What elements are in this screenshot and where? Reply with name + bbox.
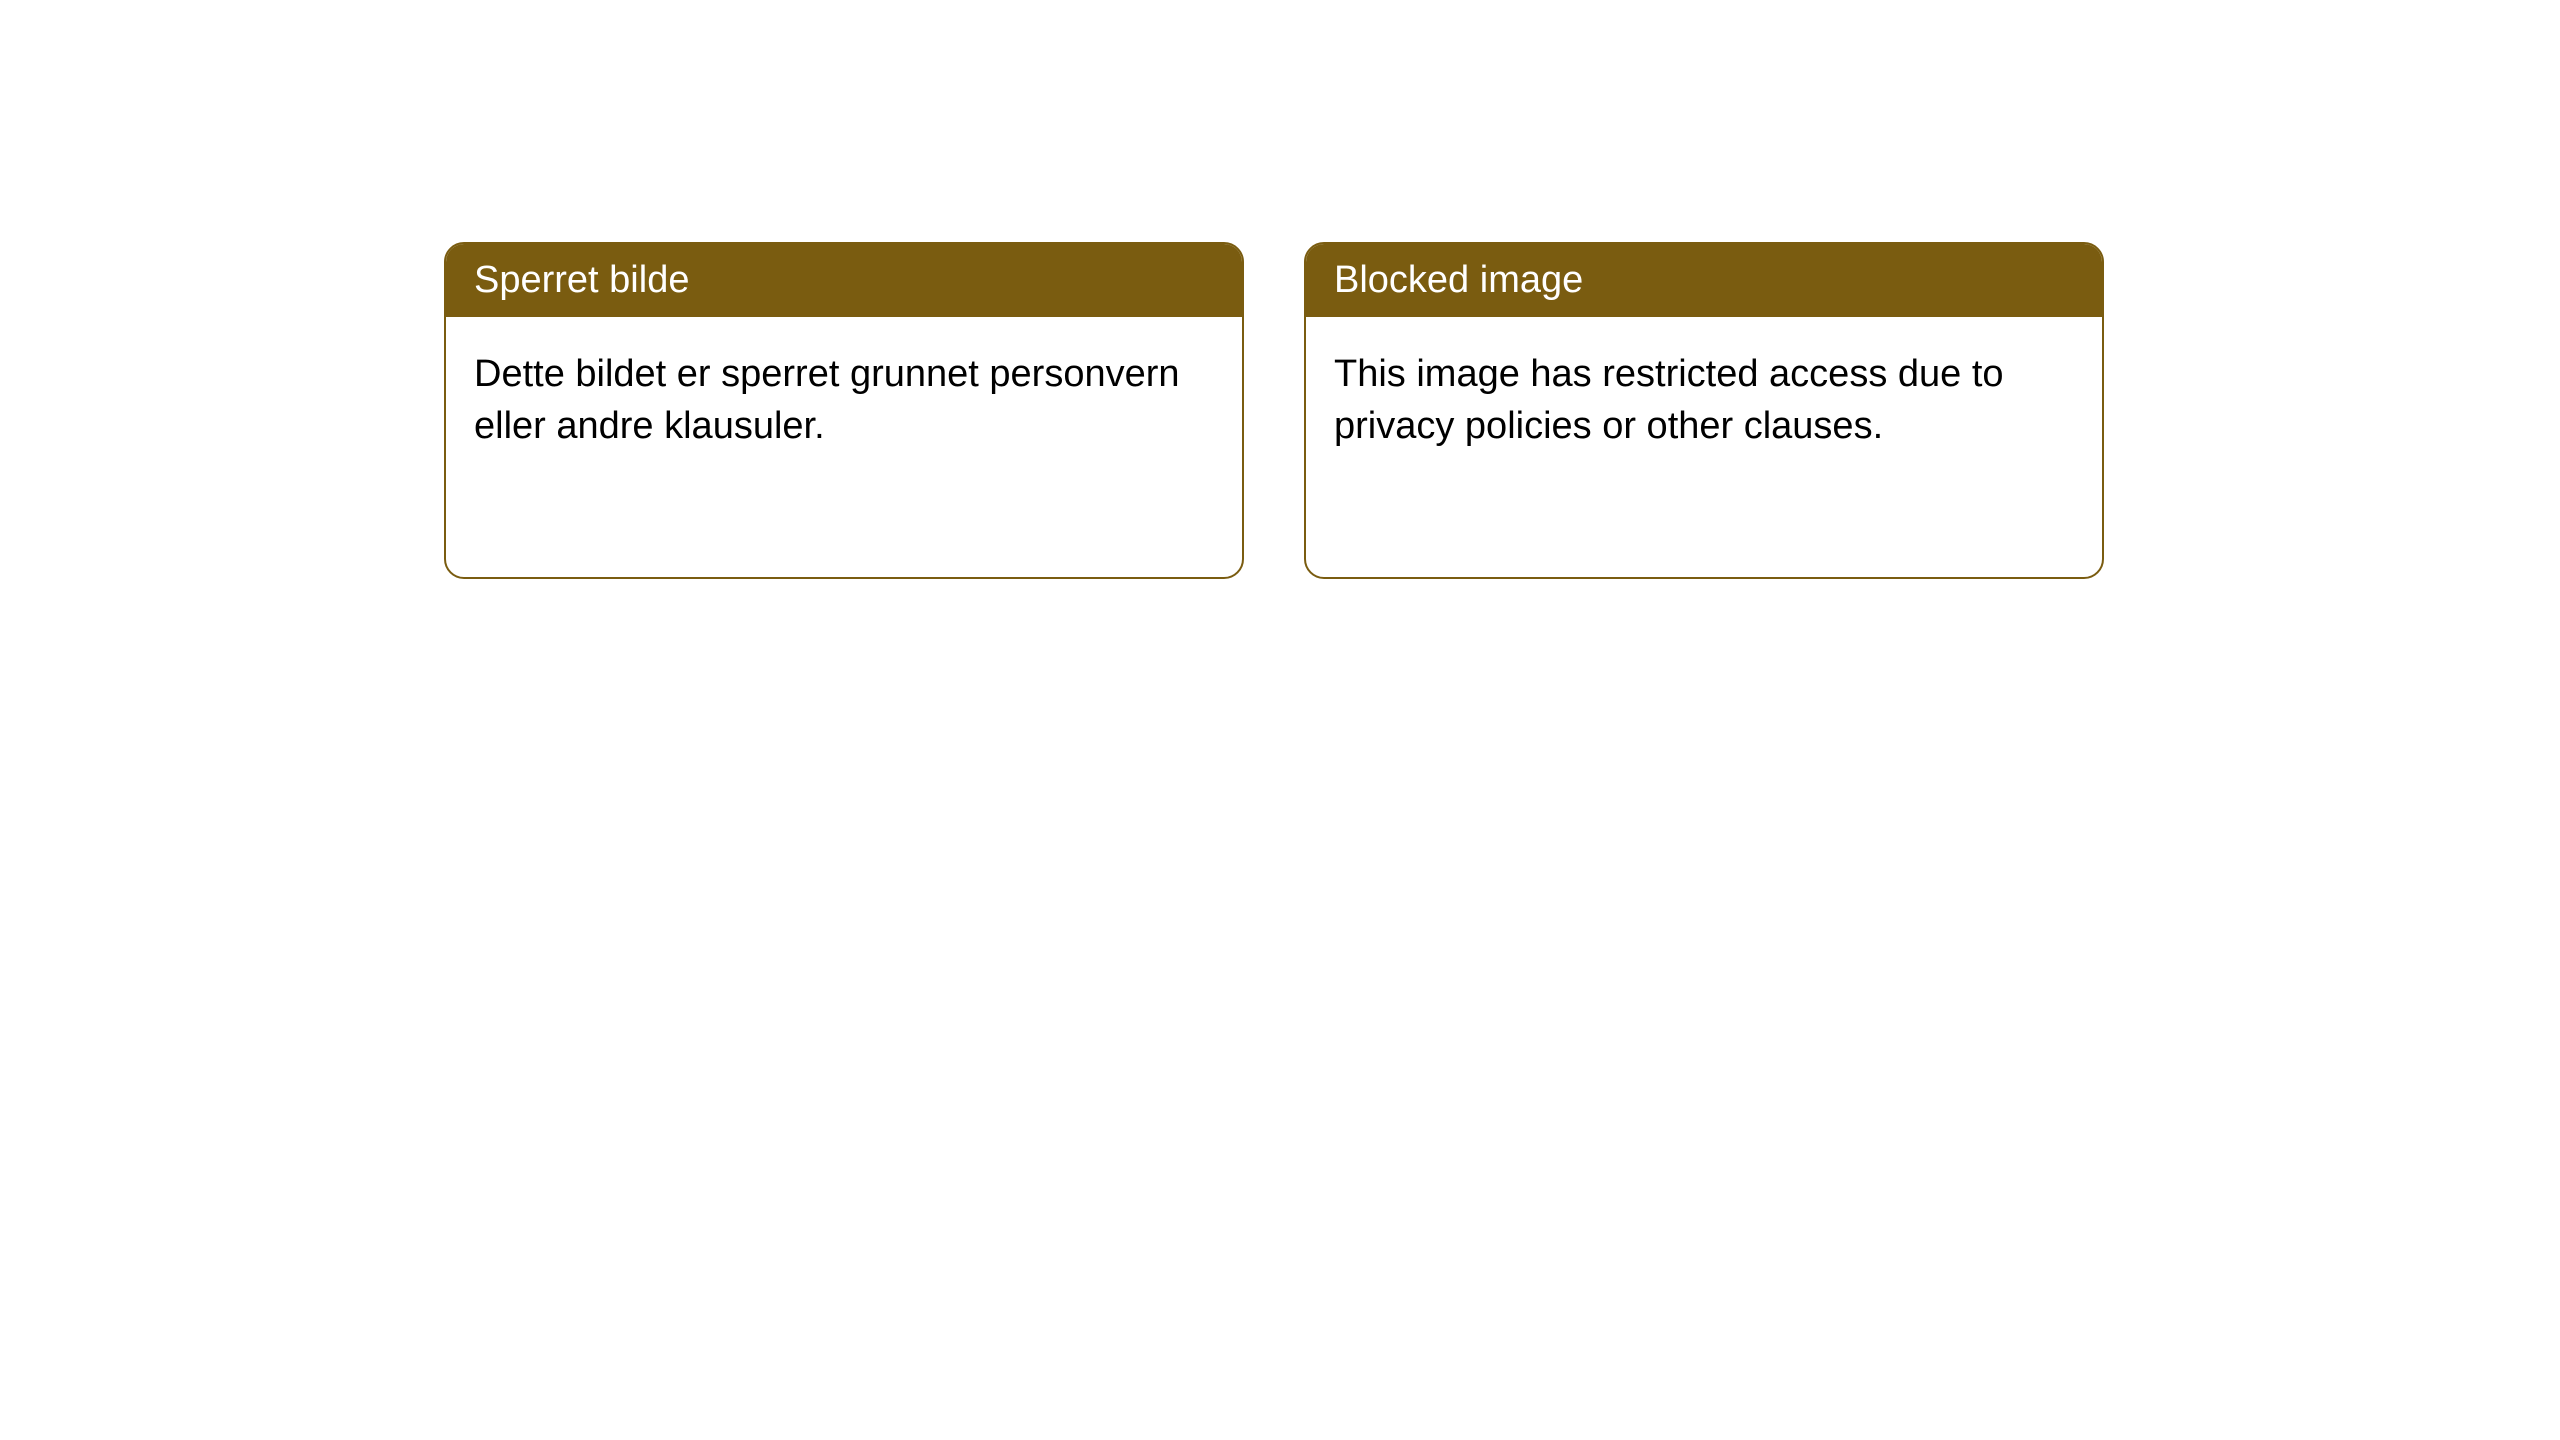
notice-card-body: This image has restricted access due to …	[1306, 317, 2102, 577]
notice-card-container: Sperret bilde Dette bildet er sperret gr…	[0, 0, 2560, 579]
notice-card-body: Dette bildet er sperret grunnet personve…	[446, 317, 1242, 577]
notice-card-norwegian: Sperret bilde Dette bildet er sperret gr…	[444, 242, 1244, 579]
notice-card-title: Sperret bilde	[446, 244, 1242, 317]
notice-card-title: Blocked image	[1306, 244, 2102, 317]
notice-card-english: Blocked image This image has restricted …	[1304, 242, 2104, 579]
